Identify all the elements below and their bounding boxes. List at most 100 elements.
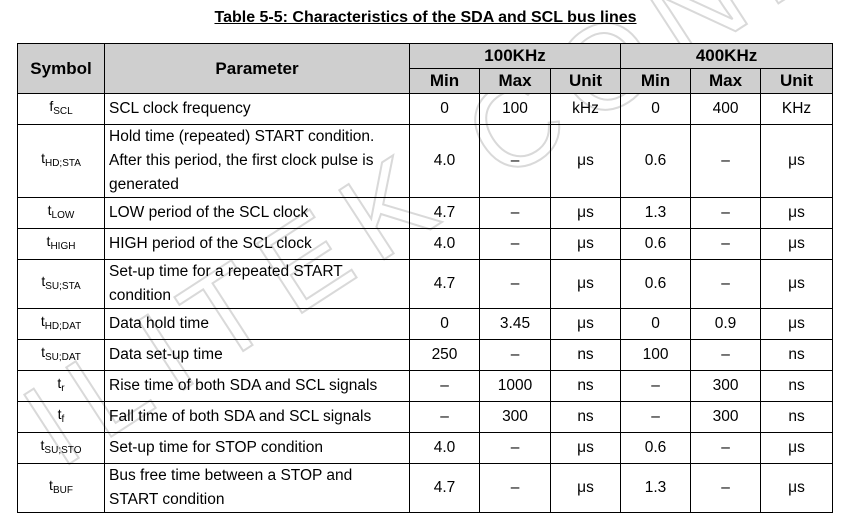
header-min-400: Min <box>620 68 692 94</box>
min-100-cell: 4.0 <box>409 432 480 464</box>
symbol-base: t <box>41 150 45 166</box>
unit-100-cell: μs <box>549 228 622 260</box>
unit-100-cell: kHz <box>549 93 622 125</box>
unit-400-cell: ns <box>760 401 834 433</box>
header-group-400khz: 400KHz <box>620 43 834 69</box>
symbol-base: t <box>41 273 46 289</box>
max-400-cell: – <box>690 259 762 309</box>
table-row: tBUF Bus free time between a STOP and STA… <box>17 463 834 513</box>
parameter-cell: Set-up time for a repeated START conditi… <box>104 259 410 309</box>
min-400-cell: 0 <box>620 93 692 125</box>
unit-100-cell: μs <box>549 124 622 198</box>
symbol-cell: tf <box>17 401 105 433</box>
symbol-subscript: LOW <box>51 210 75 221</box>
table-row: tSU;STA Set-up time for a repeated START … <box>17 259 834 309</box>
unit-400-cell: μs <box>760 124 834 198</box>
min-100-cell: 250 <box>409 339 480 371</box>
max-100-cell: – <box>479 124 551 198</box>
min-400-cell: 1.3 <box>620 197 692 229</box>
symbol-base: f <box>49 98 54 114</box>
header-unit-400: Unit <box>760 68 834 94</box>
min-400-cell: 0.6 <box>620 259 692 309</box>
max-100-cell: – <box>479 463 551 513</box>
symbol-cell: fSCL <box>17 93 105 125</box>
parameter-cell: Fall time of both SDA and SCL signals <box>104 401 410 433</box>
min-400-cell: 0.6 <box>620 432 692 464</box>
max-100-cell: 300 <box>479 401 551 433</box>
symbol-subscript: SU;STA <box>45 281 81 292</box>
min-100-cell: 0 <box>409 93 480 125</box>
symbol-subscript: SCL <box>53 106 73 117</box>
unit-400-cell: μs <box>760 308 834 340</box>
unit-400-cell: μs <box>760 228 834 260</box>
symbol-subscript: f <box>61 414 65 425</box>
table-row: fSCL SCL clock frequency 0 100 kHz 0 400 KHz <box>17 93 834 125</box>
max-400-cell: 300 <box>690 401 762 433</box>
unit-400-cell: μs <box>760 197 834 229</box>
unit-100-cell: ns <box>549 339 622 371</box>
parameter-cell: HIGH period of the SCL clock <box>104 228 410 260</box>
symbol-subscript: HD;DAT <box>44 321 82 332</box>
table-body: fSCL SCL clock frequency 0 100 kHz 0 400 KHz tHD… <box>17 93 834 513</box>
header-unit-100: Unit <box>549 68 622 94</box>
symbol-cell: tr <box>17 370 105 402</box>
max-400-cell: 400 <box>690 93 762 125</box>
symbol-cell: tSU;STO <box>17 432 105 464</box>
unit-400-cell: μs <box>760 432 834 464</box>
symbol-cell: tHIGH <box>17 228 105 260</box>
max-400-cell: – <box>690 339 762 371</box>
symbol-cell: tLOW <box>17 197 105 229</box>
max-100-cell: 1000 <box>479 370 551 402</box>
table-row: tHD;DAT Data hold time 0 3.45 μs 0 0.9 μs <box>17 308 834 340</box>
min-400-cell: 0.6 <box>620 228 692 260</box>
min-400-cell: 0.6 <box>620 124 692 198</box>
max-100-cell: – <box>479 259 551 309</box>
unit-400-cell: μs <box>760 463 834 513</box>
parameter-cell: Data hold time <box>104 308 410 340</box>
header-max-400: Max <box>690 68 762 94</box>
symbol-subscript: HD;STA <box>44 158 81 169</box>
parameter-cell: Data set-up time <box>104 339 410 371</box>
table-row: tr Rise time of both SDA and SCL signals –… <box>17 370 834 402</box>
table-title: Table 5-5: Characteristics of the SDA an… <box>214 9 637 26</box>
min-100-cell: 4.0 <box>409 228 480 260</box>
min-400-cell: 1.3 <box>620 463 692 513</box>
min-100-cell: – <box>409 370 480 402</box>
symbol-base: t <box>47 202 52 218</box>
header-group-100khz: 100KHz <box>408 43 622 69</box>
unit-400-cell: ns <box>760 370 834 402</box>
unit-100-cell: ns <box>549 401 622 433</box>
max-100-cell: – <box>479 339 551 371</box>
symbol-base: t <box>40 313 45 329</box>
symbol-base: t <box>57 406 62 422</box>
max-100-cell: 3.45 <box>479 308 551 340</box>
header-max-100: Max <box>479 68 551 94</box>
unit-100-cell: ns <box>549 370 622 402</box>
symbol-cell: tSU;STA <box>17 259 105 309</box>
header-symbol: Symbol <box>17 43 105 94</box>
min-400-cell: 0 <box>620 308 692 340</box>
table-row: tSU;DAT Data set-up time 250– ns 100– ns <box>17 339 834 371</box>
min-100-cell: 0 <box>409 308 480 340</box>
parameter-cell: Hold time (repeated) START condition. Af… <box>104 124 410 198</box>
min-400-cell: – <box>620 401 692 433</box>
unit-100-cell: μs <box>549 197 622 229</box>
symbol-base: t <box>57 375 62 391</box>
unit-100-cell: μs <box>549 463 622 513</box>
parameter-cell: Bus free time between a STOP and START c… <box>104 463 410 513</box>
table-row: tHIGH HIGH period of the SCL clock 4.0– μs 0… <box>17 228 834 260</box>
max-400-cell: – <box>690 228 762 260</box>
symbol-cell: tHD;DAT <box>17 308 105 340</box>
min-100-cell: – <box>409 401 480 433</box>
table-row: tLOW LOW period of the SCL clock 4.7– μs 1.3… <box>17 197 834 229</box>
min-100-cell: 4.7 <box>409 197 480 229</box>
parameter-cell: LOW period of the SCL clock <box>104 197 410 229</box>
max-100-cell: – <box>479 197 551 229</box>
table-row: tf Fall time of both SDA and SCL signals –… <box>17 401 834 433</box>
symbol-base: t <box>40 437 45 453</box>
unit-100-cell: μs <box>549 432 622 464</box>
symbol-cell: tHD;STA <box>17 124 105 198</box>
symbol-subscript: SU;STO <box>44 445 82 456</box>
parameter-cell: Set-up time for STOP condition <box>104 432 410 464</box>
table-row: tHD;STA Hold time (repeated) START condit… <box>17 124 834 198</box>
